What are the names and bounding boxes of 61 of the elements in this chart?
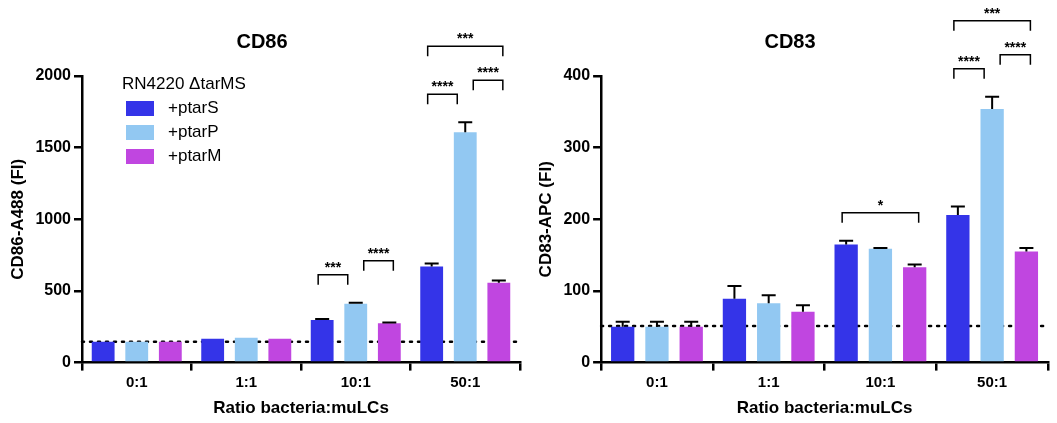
legend-label: +ptarP xyxy=(168,121,219,143)
x-axis-title: Ratio bacteria:muLCs xyxy=(213,398,389,418)
y-tick-label: 1500 xyxy=(35,138,72,156)
bar xyxy=(757,303,781,362)
y-tick-label: 0 xyxy=(581,353,591,371)
annotation: **** xyxy=(431,78,454,95)
annotation: * xyxy=(877,196,884,213)
bar xyxy=(268,338,292,362)
bar xyxy=(868,248,893,362)
y-tick-label: 0 xyxy=(62,353,72,371)
bar xyxy=(903,267,927,362)
legend-title: RN4220 ΔtarMS xyxy=(122,73,246,95)
x-axis-title: Ratio bacteria:muLCs xyxy=(736,398,913,418)
y-tick-label: 400 xyxy=(563,66,591,84)
bar xyxy=(980,108,1004,362)
bar xyxy=(310,319,334,362)
annotation: **** xyxy=(477,64,500,81)
x-tick-label: 50:1 xyxy=(977,372,1008,390)
annotation: *** xyxy=(324,258,342,275)
x-tick-label: 1:1 xyxy=(235,372,258,390)
bar xyxy=(377,323,401,362)
bar xyxy=(201,338,225,362)
bar xyxy=(158,341,182,362)
bar xyxy=(344,303,368,362)
bar xyxy=(234,337,258,362)
y-tick-label: 200 xyxy=(563,209,591,227)
annotation: **** xyxy=(367,244,390,261)
bar xyxy=(453,132,477,362)
chart-title: CD83 xyxy=(764,29,816,52)
text: *** xyxy=(457,30,474,47)
legend-label: +ptarM xyxy=(168,145,222,167)
bar xyxy=(834,244,858,362)
bar xyxy=(420,266,444,362)
bar xyxy=(946,215,970,362)
bar xyxy=(791,311,815,362)
bar xyxy=(91,341,115,362)
x-tick-label: 0:1 xyxy=(646,372,668,390)
bar xyxy=(487,282,511,362)
x-tick-label: 1:1 xyxy=(757,372,780,390)
y-tick-label: 300 xyxy=(563,138,591,156)
x-tick-label: 10:1 xyxy=(865,372,896,390)
bar xyxy=(645,326,669,362)
y-axis-title: CD83-APC (FI) xyxy=(535,161,555,278)
text: *** xyxy=(983,4,1001,21)
y-axis-title: CD86-A488 (FI) xyxy=(7,158,27,280)
bar xyxy=(1014,251,1039,362)
text: **** xyxy=(958,52,981,69)
text: **** xyxy=(1004,38,1027,55)
legend-label: +ptarS xyxy=(168,97,219,119)
y-tick-label: 500 xyxy=(44,281,72,299)
y-tick-label: 1000 xyxy=(35,209,72,227)
bar xyxy=(679,326,703,362)
y-tick-label: 100 xyxy=(563,281,591,299)
chart-title: CD86 xyxy=(236,29,288,52)
x-tick-label: 10:1 xyxy=(340,372,371,390)
bar xyxy=(611,326,635,362)
x-tick-label: 0:1 xyxy=(125,372,148,390)
x-tick-label: 50:1 xyxy=(450,372,481,390)
y-tick-label: 2000 xyxy=(35,66,72,84)
bar xyxy=(722,298,747,362)
bar xyxy=(125,341,149,362)
